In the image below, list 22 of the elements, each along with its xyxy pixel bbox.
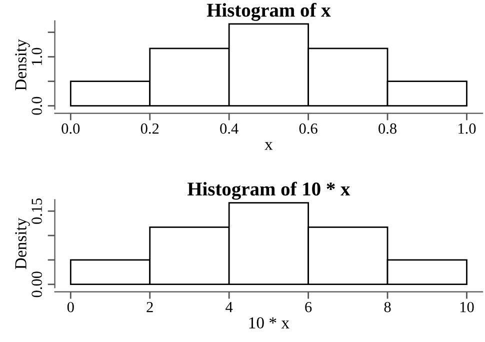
x-tick-label: 0.0 bbox=[62, 123, 80, 134]
y-tick-label: 0.15 bbox=[32, 198, 42, 224]
x-tick-label: 0.8 bbox=[378, 123, 396, 134]
x-tick-label: 8 bbox=[384, 302, 391, 312]
x-tick-label: 1.0 bbox=[458, 123, 476, 134]
x-tick-label: 0.6 bbox=[299, 123, 318, 134]
y-axis-title: Density bbox=[15, 218, 30, 270]
x-tick-label: 0.2 bbox=[140, 123, 159, 134]
x-tick-label: 2 bbox=[146, 302, 153, 312]
y-tick-label: 0.0 bbox=[32, 96, 42, 115]
x-axis-title: 10 * x bbox=[249, 317, 290, 328]
x-tick-label: 0.4 bbox=[220, 123, 238, 134]
chart-title: Histogram of 10 * x bbox=[187, 182, 350, 200]
x-tick-label: 6 bbox=[305, 302, 312, 312]
x-tick-label: 10 bbox=[460, 302, 474, 312]
y-axis-title: Density bbox=[15, 39, 30, 90]
y-tick-label: 0.00 bbox=[32, 272, 42, 298]
x-axis-title: x bbox=[264, 142, 273, 150]
y-tick-label: 1.0 bbox=[32, 48, 42, 65]
x-tick-label: 4 bbox=[226, 302, 233, 312]
x-tick-label: 0 bbox=[67, 302, 74, 312]
chart-title: Histogram of x bbox=[206, 2, 331, 21]
